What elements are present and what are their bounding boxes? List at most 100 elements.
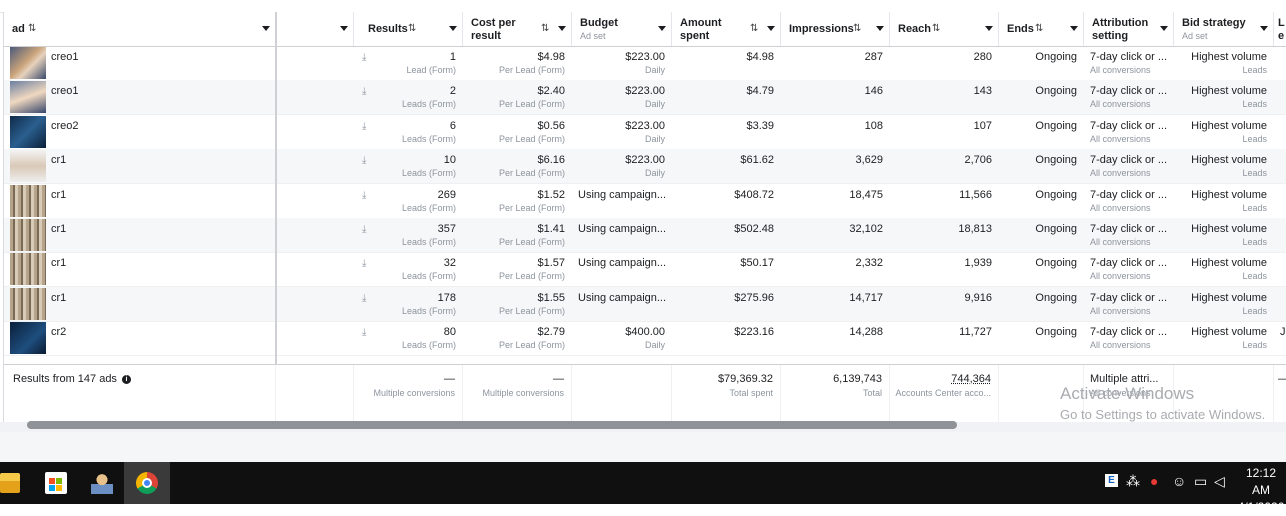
table-row[interactable]: cr1 ⤓ 32 Leads (Form) $1.57 Per Lead (Form) Us… (4, 252, 1286, 287)
col-header-bid-strategy[interactable]: Bid strategy Ad set (1174, 12, 1274, 46)
ad-name-cell[interactable]: cr1 (4, 287, 276, 321)
cell-budget: $223.00 Daily (572, 80, 672, 114)
sort-icon[interactable]: ⇅ (932, 23, 940, 34)
ad-thumbnail[interactable] (10, 47, 46, 79)
ad-name-cell[interactable]: cr1 (4, 184, 276, 218)
user-app-icon[interactable] (91, 472, 113, 494)
table-row[interactable]: creo1 ⤓ 1 Lead (Form) $4.98 Per Lead (Form) $2… (4, 46, 1286, 81)
ad-name[interactable]: creo2 (51, 120, 79, 132)
cell-bid-sub: Leads (1242, 99, 1267, 110)
cell-bid: Highest volume Leads (1174, 149, 1274, 183)
language-icon[interactable]: E (1105, 474, 1118, 487)
sort-icon[interactable]: ⇅ (750, 23, 758, 34)
ad-thumbnail[interactable] (10, 81, 46, 113)
network-app-icon[interactable]: ⁂ (1126, 473, 1140, 490)
ad-name-cell[interactable]: cr1 (4, 252, 276, 286)
volume-icon[interactable]: ◁ (1214, 473, 1225, 490)
chevron-down-icon[interactable] (558, 26, 566, 31)
ad-name[interactable]: cr1 (51, 189, 66, 201)
col-header-delivery[interactable] (276, 12, 354, 46)
chevron-down-icon[interactable] (1160, 26, 1168, 31)
ad-name[interactable]: cr2 (51, 326, 66, 338)
chrome-icon[interactable] (136, 472, 158, 494)
col-header-amount-spent[interactable]: Amount spent ⇅ (672, 12, 781, 46)
col-header-impressions[interactable]: Impressions ⇅ (781, 12, 890, 46)
ad-name-cell[interactable]: creo1 (4, 46, 276, 80)
ad-name[interactable]: cr1 (51, 292, 66, 304)
ad-name-cell[interactable]: cr1 (4, 218, 276, 252)
ad-name-cell[interactable]: cr2 (4, 321, 276, 355)
cell-spent-value: $50.17 (740, 257, 774, 270)
ad-name[interactable]: creo1 (51, 51, 79, 63)
ad-name[interactable]: cr1 (51, 257, 66, 269)
sort-icon[interactable]: ⇅ (408, 23, 416, 34)
user-tray-icon[interactable]: ☺ (1172, 473, 1186, 489)
chevron-down-icon[interactable] (449, 26, 457, 31)
file-explorer-icon[interactable] (0, 473, 20, 493)
ad-thumbnail[interactable] (10, 219, 46, 251)
chevron-down-icon[interactable] (262, 26, 270, 31)
table-row[interactable]: creo2 ⤓ 6 Leads (Form) $0.56 Per Lead (Form) $… (4, 115, 1286, 150)
table-row[interactable]: cr1 ⤓ 269 Leads (Form) $1.52 Per Lead (Form) U… (4, 184, 1286, 219)
system-clock[interactable]: 12:12 AM 4/1/2026 (1236, 465, 1286, 516)
sort-icon[interactable]: ⇅ (853, 23, 861, 34)
cell-last-value: J 7! (1280, 326, 1286, 339)
ad-name[interactable]: creo1 (51, 85, 79, 97)
delivery-cell: ⤓ (276, 321, 354, 355)
cell-ends: Ongoing (999, 321, 1084, 355)
sort-icon[interactable]: ⇅ (541, 23, 549, 34)
ad-thumbnail[interactable] (10, 150, 46, 182)
cell-cpr-value: $2.40 (537, 85, 565, 98)
cell-spent: $4.79 (672, 80, 781, 114)
monitor-icon[interactable]: ▭ (1194, 473, 1207, 490)
col-header-budget-label: Budget Ad set (580, 17, 618, 42)
chevron-down-icon[interactable] (767, 26, 775, 31)
cell-impressions-value: 18,475 (849, 189, 883, 202)
ad-name[interactable]: cr1 (51, 223, 66, 235)
info-icon[interactable]: i (122, 375, 131, 384)
chevron-down-icon[interactable] (1260, 26, 1268, 31)
chevron-down-icon[interactable] (876, 26, 884, 31)
table-row[interactable]: cr1 ⤓ 178 Leads (Form) $1.55 Per Lead (Form) U… (4, 287, 1286, 322)
ad-thumbnail[interactable] (10, 322, 46, 354)
chevron-down-icon[interactable] (658, 26, 666, 31)
col-header-budget[interactable]: Budget Ad set (572, 12, 672, 46)
col-header-reach[interactable]: Reach ⇅ (890, 12, 999, 46)
frozen-column-divider[interactable] (275, 12, 277, 422)
ad-name-cell[interactable]: creo1 (4, 80, 276, 114)
cell-cpr-value: $0.56 (537, 120, 565, 133)
summary-spent-sub: Total spent (729, 388, 773, 399)
col-header-ad[interactable]: ad ⇅ (4, 12, 276, 46)
ad-thumbnail[interactable] (10, 116, 46, 148)
cell-impressions: 18,475 (781, 184, 890, 218)
security-icon[interactable]: ● (1150, 473, 1158, 489)
cell-results-sub: Leads (Form) (402, 168, 456, 179)
col-header-cost-per-result[interactable]: Cost per result ⇅ (463, 12, 572, 46)
ad-name-cell[interactable]: cr1 (4, 149, 276, 183)
cell-last: J 7! (1274, 321, 1286, 355)
sort-icon[interactable]: ⇅ (28, 23, 36, 34)
col-header-results[interactable]: Results ⇅ (354, 12, 463, 46)
cell-bid-value: Highest volume (1191, 326, 1267, 339)
chevron-down-icon[interactable] (1070, 26, 1078, 31)
table-row[interactable]: cr1 ⤓ 357 Leads (Form) $1.41 Per Lead (Form) U… (4, 218, 1286, 253)
ad-thumbnail[interactable] (10, 185, 46, 217)
cell-cpr: $1.41 Per Lead (Form) (463, 218, 572, 252)
col-header-attribution[interactable]: Attribution setting (1084, 12, 1174, 46)
sort-icon[interactable]: ⇅ (1035, 23, 1043, 34)
horizontal-scrollbar-thumb[interactable] (27, 421, 957, 429)
ad-name-cell[interactable]: creo2 (4, 115, 276, 149)
table-row[interactable]: cr2 ⤓ 80 Leads (Form) $2.79 Per Lead (Form) $4… (4, 321, 1286, 356)
ad-name[interactable]: cr1 (51, 154, 66, 166)
chevron-down-icon[interactable] (340, 26, 348, 31)
col-header-ends[interactable]: Ends ⇅ (999, 12, 1084, 46)
ad-thumbnail[interactable] (10, 288, 46, 320)
chevron-down-icon[interactable] (985, 26, 993, 31)
store-icon[interactable] (45, 472, 67, 494)
table-row[interactable]: cr1 ⤓ 10 Leads (Form) $6.16 Per Lead (Form) $2… (4, 149, 1286, 184)
col-header-last-partial[interactable]: L e (1274, 12, 1286, 46)
table-row[interactable]: creo1 ⤓ 2 Leads (Form) $2.40 Per Lead (Form) $… (4, 80, 1286, 115)
ad-thumbnail[interactable] (10, 253, 46, 285)
summary-reach-value[interactable]: 744,364 (951, 373, 991, 386)
cell-cpr-sub: Per Lead (Form) (499, 99, 565, 110)
